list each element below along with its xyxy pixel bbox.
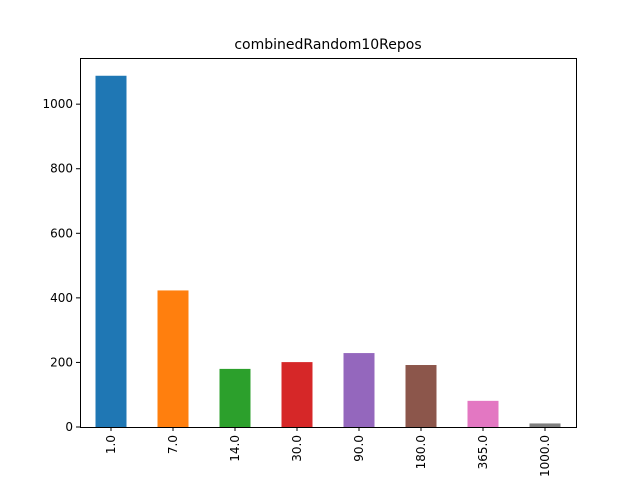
bar-365.0 bbox=[467, 400, 499, 427]
x-tick-label: 90.0 bbox=[352, 435, 366, 462]
bar-1000.0 bbox=[529, 423, 561, 427]
bar-14.0 bbox=[219, 368, 251, 427]
x-tick-label: 1.0 bbox=[104, 435, 118, 454]
bar-1.0 bbox=[95, 75, 127, 427]
x-tick-label: 14.0 bbox=[228, 435, 242, 462]
y-tick-label: 0 bbox=[65, 420, 73, 434]
bar-30.0 bbox=[281, 362, 313, 427]
y-tick-label: 400 bbox=[50, 291, 73, 305]
x-axis: 1.0 7.0 14.0 30.0 90.0 180.0 365.0 1000.0 bbox=[104, 427, 552, 477]
x-tick-label: 1000.0 bbox=[538, 435, 552, 477]
y-tick-label: 600 bbox=[50, 226, 73, 240]
x-tick-label: 180.0 bbox=[414, 435, 428, 469]
bar-7.0 bbox=[157, 290, 189, 427]
x-tick-label: 30.0 bbox=[290, 435, 304, 462]
y-axis: 0 200 400 600 800 1000 bbox=[42, 97, 80, 434]
y-tick-label: 1000 bbox=[42, 97, 73, 111]
bars bbox=[95, 75, 561, 427]
y-tick-label: 200 bbox=[50, 355, 73, 369]
plot-frame bbox=[80, 58, 577, 428]
bar-180.0 bbox=[405, 365, 437, 427]
y-tick-label: 800 bbox=[50, 162, 73, 176]
x-tick-label: 365.0 bbox=[476, 435, 490, 469]
x-tick-label: 7.0 bbox=[166, 435, 180, 454]
bar-90.0 bbox=[343, 353, 375, 427]
chart-title: combinedRandom10Repos bbox=[234, 37, 421, 53]
